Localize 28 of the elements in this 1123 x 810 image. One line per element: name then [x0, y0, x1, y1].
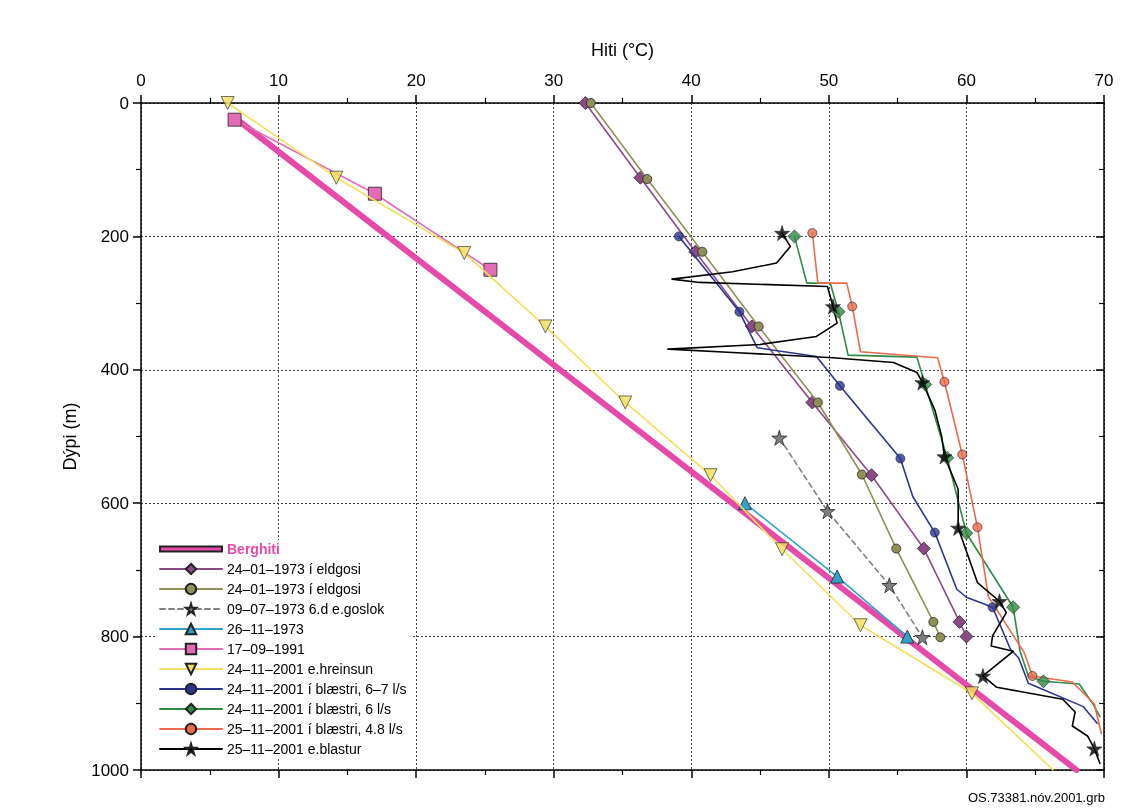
legend-label: 24–11–2001 í blæstri, 6–7 l/s	[227, 681, 407, 697]
y-tick-label: 200	[100, 226, 129, 246]
y-tick-label: 800	[100, 627, 129, 647]
x-tick-label: 70	[1094, 71, 1114, 90]
x-tick-label: 20	[406, 71, 426, 90]
y-tick-label: 1000	[91, 760, 129, 780]
x-tick-label: 30	[544, 71, 564, 90]
legend-label: 17–09–1991	[227, 641, 306, 657]
text: OS.73381.nóv.2001.grb	[967, 790, 1106, 805]
legend-label: 24–11–2001 e.hreinsun	[227, 661, 374, 677]
x-axis-title: Hiti (°C)	[590, 40, 655, 60]
x-tick-label: 40	[681, 71, 701, 90]
x-tick-label: 0	[136, 71, 146, 90]
y-axis-title: Dýpi (m)	[60, 402, 80, 471]
y-tick-label: 0	[119, 93, 129, 113]
legend-label: 24–11–2001 í blæstri, 6 l/s	[227, 701, 391, 717]
legend-label: 26–11–1973	[227, 621, 305, 637]
x-tick-label: 50	[819, 71, 839, 90]
y-tick-label: 600	[100, 493, 129, 513]
y-tick-label: 400	[100, 360, 129, 380]
x-tick-label: 10	[269, 71, 289, 90]
legend-label: 24–01–1973 í eldgosi	[227, 581, 361, 597]
x-tick-label: 60	[956, 71, 976, 90]
legend-label: 25–11–2001 í blæstri, 4.8 l/s	[227, 721, 403, 737]
legend-label: 09–07–1973 6.d e.goslok	[227, 601, 386, 617]
legend-label: 24–01–1973 í eldgosi	[227, 561, 361, 577]
legend-label: Berghiti	[227, 541, 280, 557]
legend-label: 25–11–2001 e.blastur	[227, 741, 362, 757]
